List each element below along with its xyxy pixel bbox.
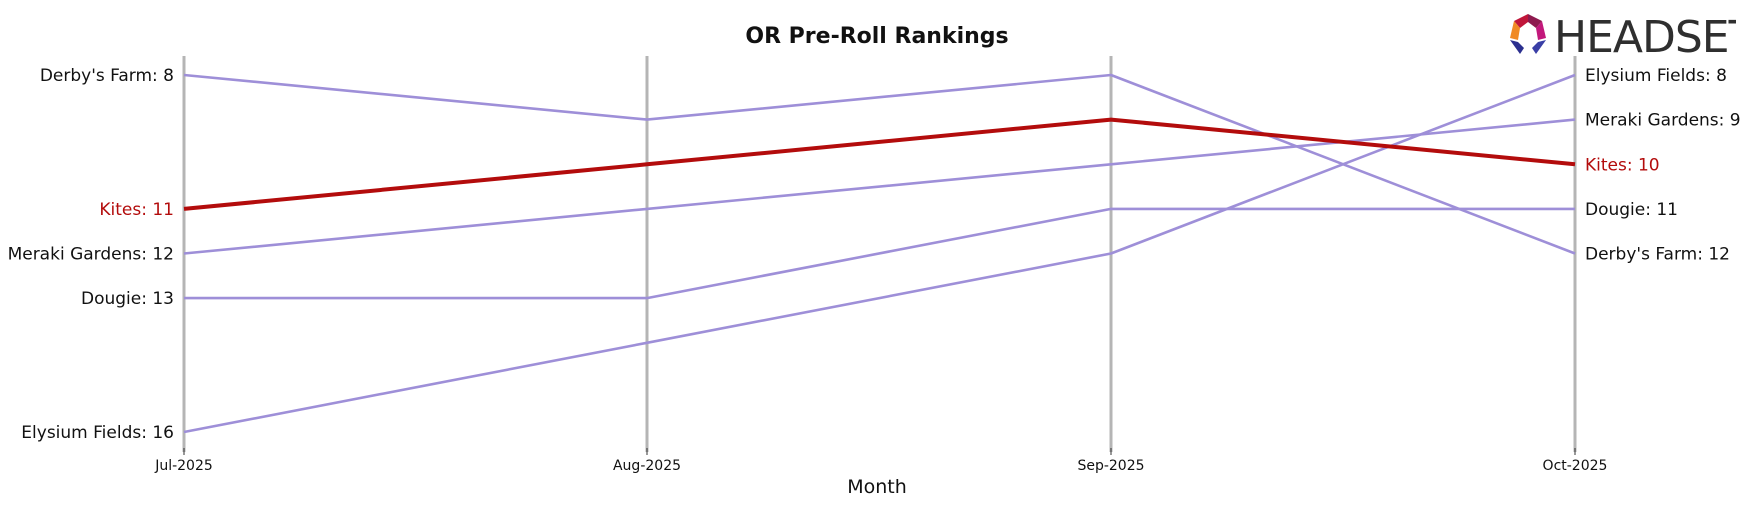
x-tick-label-oct-2025: Oct-2025 xyxy=(1543,458,1608,474)
x-tick-label-aug-2025: Aug-2025 xyxy=(613,458,681,474)
series-line-meraki-gardens xyxy=(183,118,1576,255)
left-label-meraki-gardens: Meraki Gardens: 12 xyxy=(8,245,174,265)
headset-logo-icon xyxy=(1510,14,1546,54)
right-label-kites: Kites: 10 xyxy=(1585,155,1660,175)
headset-logo-wordmark: HEADSET xyxy=(1554,12,1736,62)
series-line-derby-s-farm xyxy=(183,73,1576,255)
left-label-kites: Kites: 11 xyxy=(99,200,174,220)
series-line-kites xyxy=(183,117,1576,211)
series-line-dougie xyxy=(184,207,1575,300)
series-lines xyxy=(183,73,1576,434)
right-label-derby-s-farm: Derby's Farm: 12 xyxy=(1585,245,1730,265)
headset-logo: HEADSET xyxy=(1510,12,1736,62)
right-label-meraki-gardens: Meraki Gardens: 9 xyxy=(1585,111,1741,131)
x-axis-label: Month xyxy=(847,476,907,498)
left-label-derby-s-farm: Derby's Farm: 8 xyxy=(40,66,174,86)
left-label-dougie: Dougie: 13 xyxy=(81,289,174,309)
end-labels: Derby's Farm: 8 Derby's Farm: 12 Kites: 11… xyxy=(8,66,1741,443)
chart-title: OR Pre-Roll Rankings xyxy=(745,24,1008,49)
right-label-elysium-fields: Elysium Fields: 8 xyxy=(1585,66,1727,86)
x-ticks: Jul-2025 Aug-2025 Sep-2025 Oct-2025 xyxy=(154,448,1607,474)
x-tick-label-sep-2025: Sep-2025 xyxy=(1077,458,1144,474)
series-line-elysium-fields xyxy=(183,73,1576,434)
left-label-elysium-fields: Elysium Fields: 16 xyxy=(21,423,174,443)
right-label-dougie: Dougie: 11 xyxy=(1585,200,1678,220)
x-tick-label-jul-2025: Jul-2025 xyxy=(154,458,213,474)
